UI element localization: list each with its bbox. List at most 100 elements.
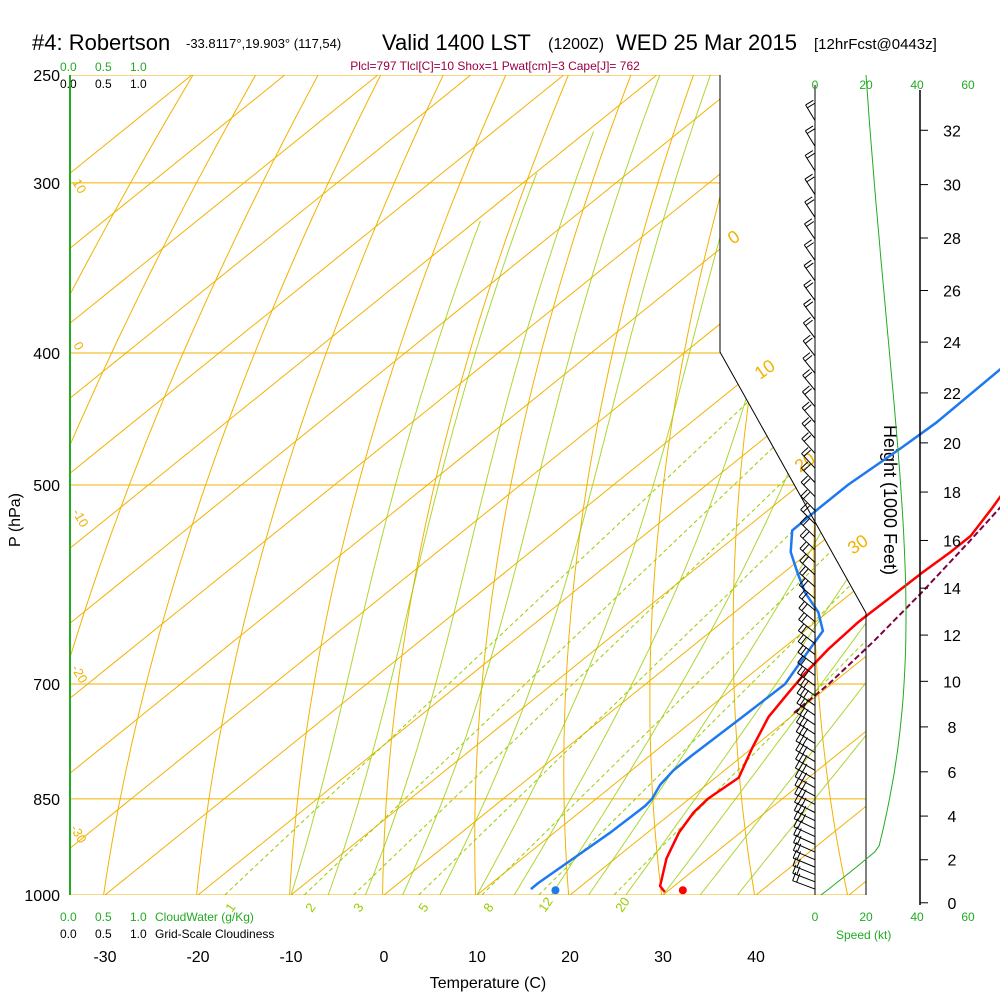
moist-adiabat [439,75,711,895]
wind-barb [802,374,816,391]
wind-barb [796,692,816,707]
dry-adiabat [649,75,757,895]
wind-barb-flag [804,218,813,225]
wind-barb-flag [802,709,809,718]
wind-barb [795,767,816,780]
wind-barb [803,304,816,320]
height-tick-label: 0 [948,896,957,913]
wind-barb [804,223,816,240]
wind-barb-flag [800,647,807,655]
wind-barb-flag [804,388,812,395]
height-tick-label: 2 [948,853,957,870]
surface-temperature-point [678,886,687,895]
mixing-ratio-label: 2 [302,900,318,915]
wind-barb-flag [802,334,811,342]
wind-barb [797,662,816,676]
mixing-ratio-line [418,352,866,895]
mixing-ratio-label: 20 [612,894,633,914]
wind-barb-flag [803,259,812,266]
wind-barb-flag [806,176,815,183]
wind-barb-flag [807,102,816,109]
speed-tick-bottom: 40 [910,910,924,924]
pressure-tick-label: 400 [33,346,60,363]
dry-adiabat [103,75,382,895]
wind-barb-flag [801,568,809,576]
x-tick-label: -30 [93,949,116,966]
wind-barb-flag [803,478,811,486]
wind-barb-flag [798,589,806,598]
wind-barb-flag [806,199,815,206]
wind-barb-flag [800,667,807,676]
wind-barb [796,682,816,697]
wind-barb-flag [800,502,808,510]
wind-barb-flag [804,419,812,427]
wind-barb-flag [803,680,810,689]
height-tick-label: 30 [943,178,961,195]
wind-barb [799,560,816,576]
height-tick-label: 24 [943,335,961,352]
wind-barb-flag [806,128,816,134]
wind-barb [795,740,816,753]
wind-barb [804,155,816,172]
wind-barb-flag [801,447,809,454]
wind-barb [801,407,816,424]
dry-adiabat [289,75,507,895]
pressure-tick-label: 250 [33,68,60,85]
wind-barb-flag [798,612,805,620]
wind-barb-flag [805,282,814,289]
wind-barb [803,265,816,282]
moist-adiabat [625,75,866,895]
x-tick-label: 20 [561,949,579,966]
x-axis-label: Temperature (C) [430,975,546,992]
mixing-ratio-line [224,352,801,895]
wind-barb [794,793,816,805]
wind-barb-flag [801,580,809,588]
wind-barb-flag [806,152,815,159]
moist-adiabat [588,75,866,895]
dry-adiabat [474,75,632,895]
wind-barb [794,810,816,822]
y-axis-label: P (hPa) [7,493,24,547]
wind-barb [797,651,816,666]
wind-barb [800,509,816,525]
dry-adiabat [382,75,569,895]
x-tick-label: 0 [380,949,389,966]
wind-barb-flag [802,518,810,526]
height-tick-label: 8 [948,720,957,737]
wind-barb-flag [803,434,812,442]
moist-adiabat [476,75,770,895]
mixing-ratio-label: 8 [480,900,496,915]
wind-barb-flag [801,432,809,440]
moist-adiabat [662,75,866,895]
height-tick-label: 12 [943,628,961,645]
wind-barb-flag [797,655,804,664]
right-frame-line [719,75,867,895]
surface-dewpoint-point [551,886,560,895]
cloudiness-scale-bottom: 0.0 0.5 1.0 [60,927,147,941]
wind-barb-flag [798,601,805,609]
height-curve [820,74,907,896]
wind-barb [795,731,816,744]
forecast-label: [12hrFcst@0443z] [814,36,937,53]
isotherm [70,75,379,895]
wind-barb-flag [799,553,807,562]
pressure-tick-label: 300 [33,176,60,193]
wind-barb-flag [802,385,810,393]
wind-barb [802,357,816,374]
height-tick-label: 20 [943,436,961,453]
wind-barb-flag [797,644,804,653]
wind-barb-flag [802,718,809,727]
wind-barb [802,322,816,339]
isotherm [70,75,565,895]
speed-tick-top: 60 [961,78,975,92]
wind-barb-flag [799,566,806,574]
height-tick-label: 22 [943,386,961,403]
isotherm [70,75,751,895]
isotherm [70,75,844,895]
cloudwater-scale-top: 0.0 0.5 1.0 [60,60,147,74]
isotherm [104,75,866,895]
wind-barb-flag [804,371,813,379]
mixing-ratio-line [538,352,866,895]
wind-barb-flag [796,873,801,883]
wind-barb-flag [801,401,810,409]
